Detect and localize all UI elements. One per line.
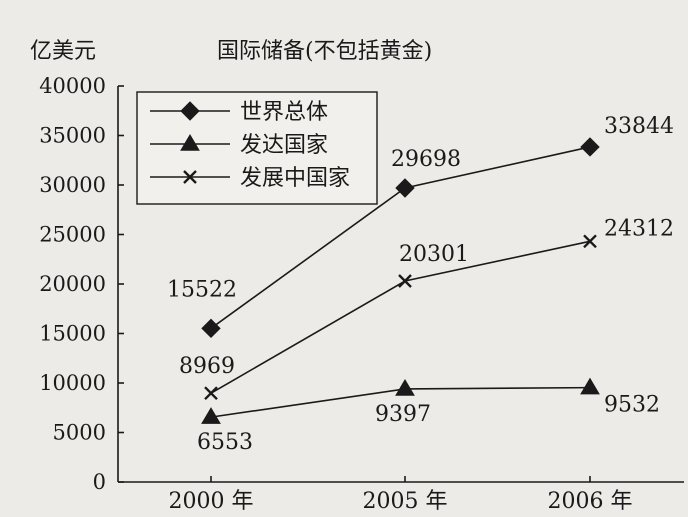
legend-label: 世界总体 <box>240 100 328 125</box>
data-label: 24312 <box>604 216 674 241</box>
data-label: 29698 <box>391 147 461 172</box>
y-tick-label: 20000 <box>39 272 106 296</box>
triangle-marker <box>395 378 415 396</box>
x-tick-label: 2000 年 <box>169 489 254 514</box>
series-developed: 6553 9397 9532 <box>197 377 660 455</box>
y-tick-label: 5000 <box>53 421 106 445</box>
x-marker-stroke <box>583 234 597 249</box>
data-label: 15522 <box>167 277 237 302</box>
triangle-marker <box>580 377 600 395</box>
legend-item-developed: 发达国家 <box>150 133 328 158</box>
diamond-marker <box>395 178 415 198</box>
data-label: 33844 <box>604 114 674 139</box>
diamond-legend-marker <box>180 101 200 121</box>
diamond-marker <box>580 137 600 157</box>
y-tick-label: 30000 <box>39 173 106 197</box>
legend-item-developing: 发展中国家 <box>150 166 350 191</box>
axes: 0 5000 10000 15000 20000 25000 30000 35000 40000… <box>39 74 684 514</box>
x-tick-label: 2006 年 <box>548 489 633 514</box>
diamond-marker <box>201 318 221 339</box>
data-label: 8969 <box>179 354 235 379</box>
x-marker <box>204 386 218 401</box>
y-axis-unit-label: 亿美元 <box>30 39 96 64</box>
legend-label: 发展中国家 <box>240 166 350 191</box>
x-marker-stroke <box>183 170 197 184</box>
x-marker <box>583 234 597 249</box>
data-label: 9532 <box>604 393 660 418</box>
chart-title: 国际储备(不包括黄金) <box>217 39 432 64</box>
x-tick-label: 2005 年 <box>363 489 448 514</box>
data-label: 6553 <box>197 430 253 455</box>
data-label: 20301 <box>399 242 469 267</box>
triangle-legend-marker <box>180 134 200 151</box>
triangle-marker <box>201 407 221 424</box>
x-marker <box>398 274 412 288</box>
x-legend-marker <box>183 170 197 184</box>
y-tick-label: 35000 <box>39 124 106 148</box>
x-marker-stroke <box>398 274 412 288</box>
legend-item-world: 世界总体 <box>150 100 328 125</box>
y-tick-label: 15000 <box>39 322 106 346</box>
series-group: 15522 29698 33844 6553 9397 9532 8969 20301 2431… <box>167 114 674 455</box>
y-tick-label: 0 <box>93 470 106 494</box>
y-tick-label: 40000 <box>39 74 106 98</box>
series-world: 15522 29698 33844 <box>167 114 674 339</box>
y-tick-label: 25000 <box>39 223 106 247</box>
data-label: 9397 <box>375 402 431 427</box>
series-developing: 8969 20301 24312 <box>179 216 674 401</box>
x-marker-stroke <box>204 386 218 401</box>
legend-label: 发达国家 <box>240 133 328 158</box>
y-tick-label: 10000 <box>39 371 106 395</box>
